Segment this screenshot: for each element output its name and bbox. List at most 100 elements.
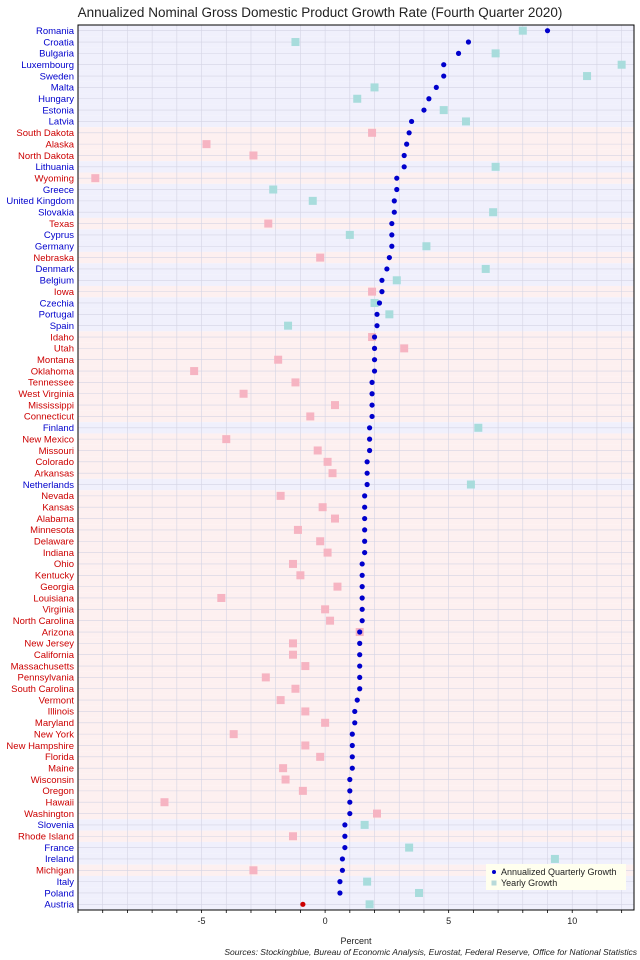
yearly-point xyxy=(202,140,211,149)
row-label: Romania xyxy=(36,26,75,37)
quarterly-point xyxy=(374,323,380,329)
row-label: Greece xyxy=(43,185,74,196)
row-label: Netherlands xyxy=(23,480,74,491)
yearly-point xyxy=(288,559,297,568)
quarterly-point xyxy=(362,493,368,499)
quarterly-point xyxy=(376,300,383,306)
yearly-point xyxy=(392,276,401,285)
row-label: New Hampshire xyxy=(6,741,74,752)
x-axis-ticks: -5 0 5 10 xyxy=(77,910,623,926)
yearly-point xyxy=(474,423,483,432)
quarterly-point xyxy=(369,391,375,397)
plot-frame xyxy=(77,24,635,911)
yearly-point xyxy=(91,174,100,183)
x-tick-label: 10 xyxy=(567,916,577,926)
row-label: Malta xyxy=(51,83,75,94)
yearly-point xyxy=(316,752,325,761)
yearly-point xyxy=(288,639,297,648)
yearly-point xyxy=(466,480,475,489)
quarterly-point xyxy=(409,118,415,125)
yearly-point xyxy=(385,310,394,319)
row-label: Finland xyxy=(43,423,74,434)
quarterly-point xyxy=(337,890,343,896)
quarterly-point xyxy=(366,436,373,442)
row-label: Nevada xyxy=(41,491,74,502)
row-label: Oklahoma xyxy=(31,366,75,377)
row-label: New Mexico xyxy=(22,434,74,445)
yearly-point xyxy=(281,775,290,784)
quarterly-point xyxy=(359,561,365,567)
quarterly-point xyxy=(366,425,373,431)
yearly-point xyxy=(269,185,278,194)
yearly-point xyxy=(326,616,335,625)
row-label: Massachusetts xyxy=(11,661,75,672)
row-label: Luxembourg xyxy=(21,60,74,71)
row-label: Virginia xyxy=(42,605,74,616)
yearly-point xyxy=(217,593,226,602)
quarterly-point xyxy=(339,856,346,862)
yearly-point xyxy=(316,537,325,546)
x-axis-title: Percent xyxy=(340,936,372,946)
row-label: Missouri xyxy=(39,446,74,457)
row-label: Kentucky xyxy=(35,571,74,582)
legend: Annualized Quarterly Growth Yearly Growt… xyxy=(486,864,626,890)
yearly-point xyxy=(415,888,424,897)
yearly-point xyxy=(301,662,310,671)
yearly-point xyxy=(308,196,317,205)
quarterly-point xyxy=(357,640,363,646)
quarterly-point xyxy=(364,459,370,465)
row-label: South Carolina xyxy=(11,684,75,695)
row-label: France xyxy=(44,843,74,854)
quarterly-point xyxy=(379,289,385,295)
quarterly-point xyxy=(386,254,392,261)
yearly-point xyxy=(239,389,248,398)
row-label: United Kingdom xyxy=(6,196,74,207)
row-label: Lithuania xyxy=(35,162,74,173)
yearly-point xyxy=(373,809,382,818)
yearly-series xyxy=(91,26,626,909)
row-label: Portugal xyxy=(39,310,74,321)
quarterly-point xyxy=(342,833,348,839)
yearly-point xyxy=(323,548,332,557)
quarterly-point xyxy=(359,606,365,612)
yearly-point xyxy=(222,435,231,444)
quarterly-point xyxy=(359,572,365,578)
yearly-point xyxy=(276,696,285,705)
quarterly-point xyxy=(357,686,363,692)
yearly-point xyxy=(368,128,377,137)
quarterly-point xyxy=(354,697,360,703)
quarterly-point xyxy=(379,277,385,283)
row-label: Maine xyxy=(48,763,74,774)
quarterly-point xyxy=(406,130,412,136)
quarterly-point xyxy=(357,652,363,658)
row-label: Indiana xyxy=(43,548,75,559)
quarterly-point xyxy=(544,28,551,34)
quarterly-point xyxy=(352,708,358,715)
yearly-point xyxy=(370,83,379,92)
quarterly-point xyxy=(426,96,432,102)
yearly-point xyxy=(400,344,409,353)
quarterly-point xyxy=(342,844,348,851)
row-label: Rhode Island xyxy=(18,832,74,843)
row-label: Colorado xyxy=(35,457,74,468)
yearly-point xyxy=(318,503,327,512)
quarterly-point xyxy=(364,481,370,488)
quarterly-point xyxy=(389,232,395,238)
yearly-point xyxy=(190,367,199,376)
row-label: Hawaii xyxy=(45,798,74,809)
row-label: Mississippi xyxy=(28,400,74,411)
source-note: Sources: Stockingblue, Bureau of Economi… xyxy=(224,947,637,957)
yearly-point xyxy=(363,877,372,886)
row-label: Ohio xyxy=(54,559,74,570)
yearly-point xyxy=(422,242,431,251)
row-label: Illinois xyxy=(48,707,75,718)
quarterly-point xyxy=(362,515,368,522)
quarterly-point xyxy=(342,822,348,828)
quarterly-point xyxy=(369,402,375,408)
row-label: Louisiana xyxy=(33,593,74,604)
quarterly-point xyxy=(349,742,355,749)
row-labels: RomaniaCroatiaBulgariaLuxembourgSwedenMa… xyxy=(6,26,74,911)
yearly-point xyxy=(296,571,305,580)
row-label: Slovenia xyxy=(38,820,75,831)
row-label: Tennessee xyxy=(28,378,74,389)
